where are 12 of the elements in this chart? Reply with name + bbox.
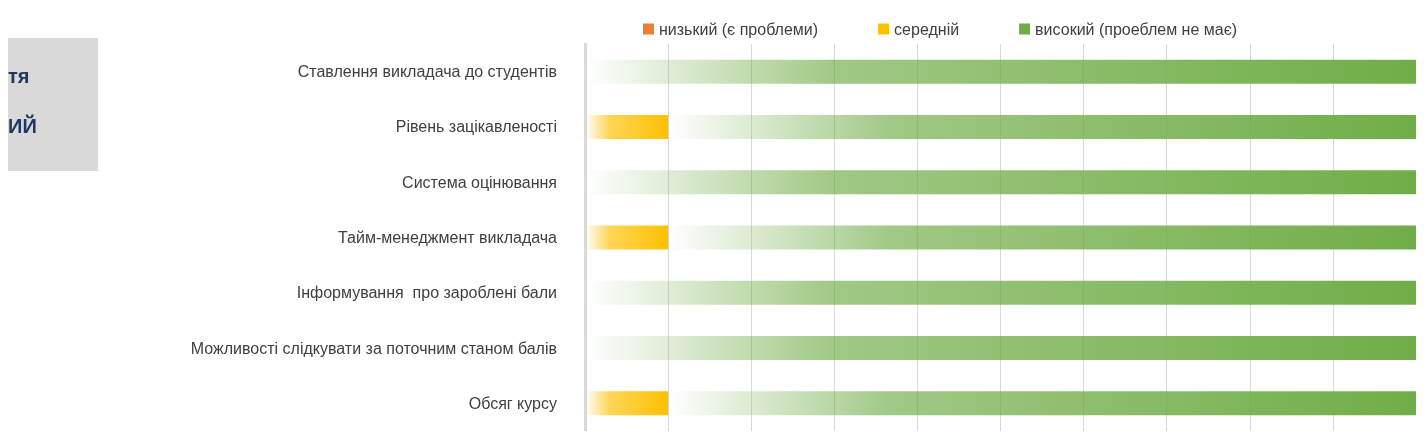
legend-label: низький (є проблеми) — [659, 20, 819, 38]
y-tick-label: Тайм-менеджмент викладача — [337, 229, 558, 246]
legend-label: середній — [894, 20, 960, 38]
y-tick-label: Можливості слідкувати за поточним станом балів — [190, 339, 557, 357]
text: тя — [8, 65, 30, 87]
text: ИЙ — [8, 114, 37, 137]
y-tick-label: Система оцінювання — [402, 173, 557, 191]
y-tick-label: Ставлення викладача до студентів — [297, 63, 557, 81]
legend-label: високий (проеблем не має) — [1035, 20, 1238, 38]
y-tick-label: Обсяг курсу — [468, 394, 557, 412]
y-tick-label: Рівень зацікавленості — [395, 118, 557, 136]
y-tick-label: Інформування про зароблені бали — [296, 284, 557, 302]
